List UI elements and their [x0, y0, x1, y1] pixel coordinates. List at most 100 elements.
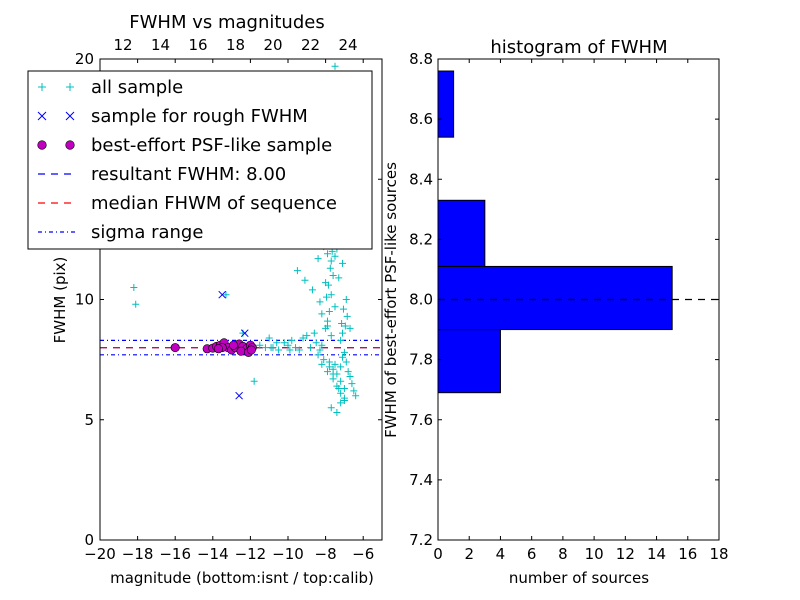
- legend-label: all sample: [91, 77, 183, 98]
- legend-label: median FHWM of sequence: [91, 193, 337, 214]
- all-sample-point: [339, 329, 347, 337]
- all-sample-point: [327, 332, 335, 340]
- psf-sample-point: [170, 343, 180, 353]
- all-sample-point: [265, 334, 273, 342]
- right-y-tick-label: 7.4: [409, 471, 433, 489]
- all-sample-point: [329, 375, 337, 383]
- legend-x-marker: [37, 111, 47, 121]
- left-top-tick-label: 16: [188, 36, 207, 54]
- all-sample-point: [327, 291, 335, 299]
- all-sample-point: [288, 336, 296, 344]
- right-x-tick-label: 14: [647, 545, 666, 563]
- all-sample-point: [340, 348, 348, 356]
- all-sample-point: [310, 329, 318, 337]
- all-sample-point: [130, 283, 138, 291]
- right-x-axis-label: number of sources: [509, 569, 649, 587]
- histogram-bar: [437, 199, 486, 267]
- all-sample-point: [314, 351, 322, 359]
- psf-sample-point: [213, 344, 223, 354]
- all-sample-point: [352, 392, 360, 400]
- left-y-tick-label: 5: [84, 411, 94, 429]
- all-sample-point: [342, 296, 350, 303]
- legend-box: [27, 70, 373, 250]
- left-y-tick-label: 10: [75, 291, 94, 309]
- all-sample-point: [323, 368, 331, 376]
- psf-sample-point: [236, 346, 246, 356]
- left-plot-area: [100, 62, 382, 417]
- all-sample-point: [337, 399, 345, 407]
- histogram-bar: [437, 70, 455, 138]
- rough-sample-point: [218, 290, 227, 299]
- right-y-tick-label: 7.2: [409, 531, 433, 549]
- all-sample-point: [292, 344, 300, 352]
- right-x-tick-label: 12: [616, 545, 635, 563]
- all-sample-point: [323, 322, 331, 330]
- all-sample-point: [256, 341, 264, 349]
- all-sample-point: [275, 346, 283, 354]
- all-sample-point: [308, 286, 316, 294]
- all-sample-point: [307, 344, 315, 352]
- right-y-axis-label: FWHM of best-effort PSF-like sources: [382, 162, 400, 438]
- left-x-tick-label: −16: [159, 545, 191, 563]
- all-sample-point: [326, 264, 334, 272]
- right-x-tick-label: 0: [433, 545, 443, 563]
- all-sample-point: [331, 62, 339, 70]
- left-y-axis-label: FWHM (pix): [51, 257, 69, 344]
- psf-sample-point: [246, 345, 256, 355]
- legend: all sample sample for rough FWHM best-effo…: [27, 70, 373, 250]
- all-sample-point: [299, 334, 307, 342]
- legend-circle-marker: [37, 140, 47, 150]
- right-y-tick-label: 8.4: [409, 170, 433, 188]
- left-x-axis-label: magnitude (bottom:isnt / top:calib): [110, 569, 374, 587]
- all-sample-point: [327, 257, 335, 265]
- left-x-tick-label: −6: [352, 545, 374, 563]
- legend-label: sample for rough FWHM: [91, 106, 308, 127]
- left-top-tick-label: 14: [151, 36, 170, 54]
- all-sample-point: [346, 372, 354, 380]
- all-sample-point: [301, 276, 309, 284]
- all-sample-point: [329, 365, 337, 373]
- all-sample-point: [337, 377, 345, 385]
- right-x-tick-label: 2: [464, 545, 474, 563]
- right-y-tick-label: 8.8: [409, 50, 433, 68]
- left-x-tick-label: −20: [84, 545, 116, 563]
- all-sample-point: [316, 298, 324, 306]
- all-sample-point: [322, 279, 330, 287]
- all-sample-point: [339, 353, 347, 361]
- legend-label: resultant FWHM: 8.00: [91, 164, 286, 185]
- left-top-tick-label: 22: [301, 36, 320, 54]
- all-sample-point: [337, 336, 345, 344]
- left-y-tick-label: 20: [75, 50, 94, 68]
- all-sample-point: [339, 259, 347, 267]
- all-sample-point: [280, 339, 288, 347]
- all-sample-point: [346, 324, 354, 332]
- all-sample-point: [337, 363, 345, 371]
- left-y-tick-label: 0: [84, 531, 94, 549]
- all-sample-point: [316, 346, 324, 354]
- legend-label: best-effort PSF-like sample: [91, 135, 332, 156]
- all-sample-point: [318, 341, 326, 349]
- all-sample-point: [338, 320, 346, 328]
- all-sample-point: [325, 358, 333, 366]
- all-sample-point: [341, 322, 349, 330]
- left-top-tick-label: 12: [113, 36, 132, 54]
- all-sample-point: [222, 291, 230, 299]
- left-top-tick-label: 18: [226, 36, 245, 54]
- left-x-tick-label: −14: [197, 545, 229, 563]
- legend-label: sigma range: [91, 222, 203, 243]
- all-sample-point: [327, 404, 335, 412]
- legend-entries: all sample sample for rough FWHM best-effo…: [37, 77, 337, 243]
- all-sample-point: [312, 339, 320, 347]
- all-sample-point: [344, 368, 352, 376]
- all-sample-point: [293, 267, 301, 275]
- all-sample-point: [303, 332, 311, 340]
- left-x-tick-label: −12: [235, 545, 267, 563]
- all-sample-point: [333, 409, 341, 417]
- all-sample-point: [320, 356, 328, 364]
- right-y-tick-label: 7.8: [409, 351, 433, 369]
- all-sample-point: [314, 255, 322, 263]
- legend-x-marker: [65, 111, 75, 121]
- all-sample-point: [342, 358, 350, 366]
- right-plot-area: [437, 70, 719, 394]
